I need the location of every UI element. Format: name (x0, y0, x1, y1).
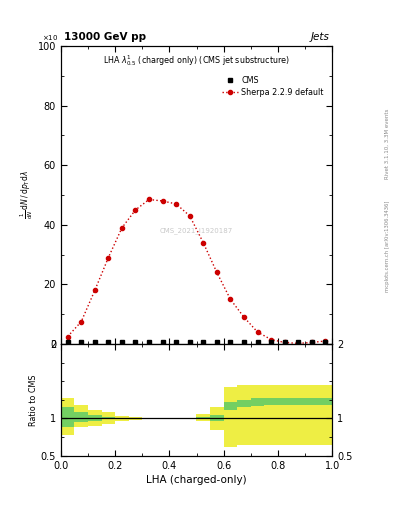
Line: Sherpa 2.2.9 default: Sherpa 2.2.9 default (66, 198, 327, 346)
CMS (215, 339, 219, 346)
Sherpa 2.2.9 default (147, 197, 151, 203)
CMS (255, 339, 260, 346)
Text: $\times10$: $\times10$ (42, 33, 58, 41)
Y-axis label: $\frac{1}{\mathrm{d}N}\,\mathrm{d}N\,/\,\mathrm{d}p_\mathrm{T}\mathrm{d}\lambda$: $\frac{1}{\mathrm{d}N}\,\mathrm{d}N\,/\,… (19, 170, 35, 220)
CMS (160, 339, 165, 346)
Sherpa 2.2.9 default (323, 338, 328, 344)
Line: CMS: CMS (66, 341, 327, 344)
CMS (92, 339, 97, 346)
Sherpa 2.2.9 default (133, 207, 138, 213)
Sherpa 2.2.9 default (228, 296, 233, 303)
CMS (201, 339, 206, 346)
Sherpa 2.2.9 default (296, 340, 301, 347)
Text: CMS_2021_I1920187: CMS_2021_I1920187 (160, 227, 233, 234)
Text: 13000 GeV pp: 13000 GeV pp (64, 32, 146, 41)
Text: Jets: Jets (310, 32, 329, 41)
Sherpa 2.2.9 default (79, 318, 84, 325)
CMS (187, 339, 192, 346)
CMS (323, 339, 328, 346)
Sherpa 2.2.9 default (242, 314, 246, 320)
Sherpa 2.2.9 default (255, 329, 260, 335)
Sherpa 2.2.9 default (65, 333, 70, 339)
X-axis label: LHA (charged-only): LHA (charged-only) (146, 475, 247, 485)
Sherpa 2.2.9 default (160, 198, 165, 204)
Sherpa 2.2.9 default (269, 336, 274, 343)
Text: Rivet 3.1.10, 3.3M events: Rivet 3.1.10, 3.3M events (385, 108, 390, 179)
Text: LHA $\lambda^{1}_{0.5}$ (charged only) (CMS jet substructure): LHA $\lambda^{1}_{0.5}$ (charged only) (… (103, 54, 290, 69)
CMS (106, 339, 111, 346)
Sherpa 2.2.9 default (106, 254, 111, 261)
CMS (282, 339, 287, 346)
CMS (269, 339, 274, 346)
Sherpa 2.2.9 default (309, 339, 314, 346)
Sherpa 2.2.9 default (119, 225, 124, 231)
Sherpa 2.2.9 default (174, 201, 178, 207)
CMS (133, 339, 138, 346)
Sherpa 2.2.9 default (215, 269, 219, 275)
CMS (65, 339, 70, 346)
Y-axis label: Ratio to CMS: Ratio to CMS (29, 374, 38, 425)
CMS (228, 339, 233, 346)
Sherpa 2.2.9 default (187, 213, 192, 219)
Sherpa 2.2.9 default (201, 240, 206, 246)
CMS (174, 339, 178, 346)
CMS (242, 339, 246, 346)
CMS (309, 339, 314, 346)
Sherpa 2.2.9 default (282, 339, 287, 346)
CMS (296, 339, 301, 346)
CMS (79, 339, 84, 346)
CMS (119, 339, 124, 346)
CMS (147, 339, 151, 346)
Legend: CMS, Sherpa 2.2.9 default: CMS, Sherpa 2.2.9 default (220, 74, 325, 98)
Sherpa 2.2.9 default (92, 287, 97, 293)
Text: mcplots.cern.ch [arXiv:1306.3436]: mcplots.cern.ch [arXiv:1306.3436] (385, 200, 390, 291)
